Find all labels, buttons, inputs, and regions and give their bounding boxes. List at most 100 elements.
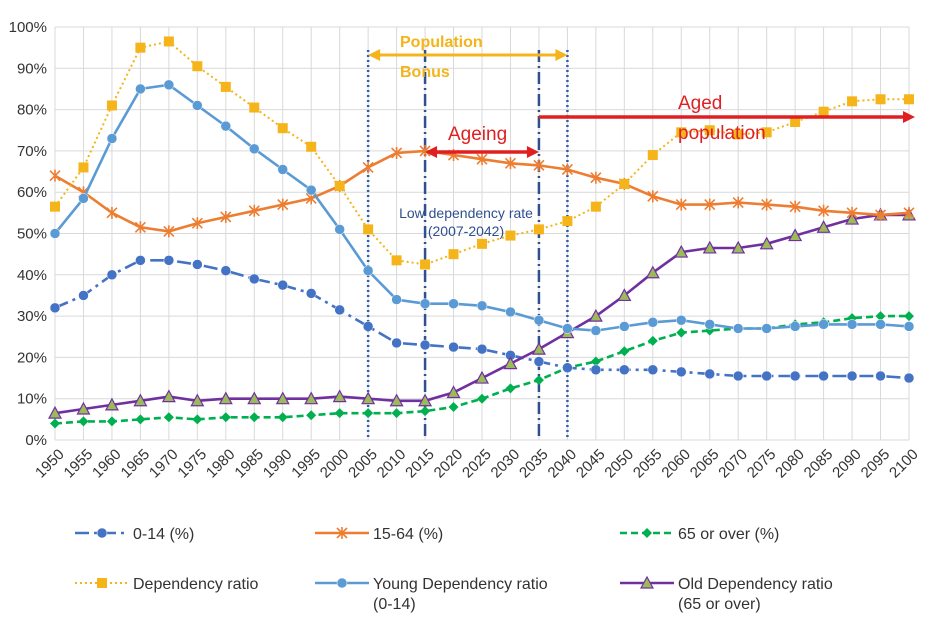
x-tick-label: 2035 bbox=[516, 446, 552, 482]
data-point bbox=[448, 249, 459, 260]
data-point bbox=[875, 319, 886, 330]
x-tick-label: 1990 bbox=[260, 446, 296, 482]
data-point bbox=[163, 225, 175, 238]
data-point bbox=[190, 393, 205, 407]
data-point bbox=[133, 393, 148, 407]
legend-label: Old Dependency ratio (65 or over) bbox=[678, 576, 833, 613]
data-point bbox=[163, 255, 175, 266]
data-point bbox=[391, 255, 402, 266]
data-point bbox=[362, 321, 374, 332]
population-bonus-arrow bbox=[368, 49, 568, 61]
data-point bbox=[562, 323, 573, 334]
data-point bbox=[761, 323, 772, 334]
data-point bbox=[47, 405, 63, 419]
x-tick-label: 1950 bbox=[32, 446, 68, 482]
data-point bbox=[391, 294, 402, 305]
data-point bbox=[163, 412, 174, 423]
data-point bbox=[476, 343, 488, 355]
x-tick-label: 2060 bbox=[658, 446, 694, 482]
data-point bbox=[619, 178, 630, 189]
data-point bbox=[676, 127, 687, 138]
data-point bbox=[732, 370, 744, 382]
data-point bbox=[49, 169, 61, 182]
x-tick-label: 2090 bbox=[829, 446, 865, 482]
data-point bbox=[191, 217, 203, 230]
data-point bbox=[106, 100, 117, 111]
legend-marker bbox=[642, 528, 652, 538]
x-tick-label: 2015 bbox=[402, 446, 438, 482]
data-point bbox=[732, 196, 744, 209]
aged-population-arrow bbox=[538, 111, 915, 123]
data-point bbox=[391, 337, 402, 349]
data-point bbox=[761, 198, 773, 211]
ageing-label: Ageing bbox=[448, 124, 507, 145]
data-point bbox=[391, 408, 402, 419]
data-point bbox=[135, 83, 146, 95]
y-tick-label: 60% bbox=[17, 184, 47, 201]
data-point bbox=[617, 288, 632, 302]
data-point bbox=[49, 228, 61, 239]
data-point bbox=[533, 375, 544, 386]
y-tick-label: 80% bbox=[17, 102, 47, 119]
data-point bbox=[590, 356, 601, 367]
data-point bbox=[49, 302, 61, 314]
data-point bbox=[561, 163, 573, 176]
data-point bbox=[846, 319, 858, 330]
data-point bbox=[476, 300, 488, 312]
x-tick-label: 2050 bbox=[601, 446, 637, 482]
x-tick-label: 2010 bbox=[374, 446, 410, 482]
x-tick-label: 1985 bbox=[231, 446, 267, 482]
x-tick-label: 2025 bbox=[459, 446, 495, 482]
x-tick-label: 1955 bbox=[61, 446, 97, 482]
data-point bbox=[50, 418, 60, 429]
data-point bbox=[590, 325, 602, 336]
aged-population-label: Aged population bbox=[678, 93, 766, 144]
population-bonus-label: Population Bonus bbox=[400, 34, 483, 81]
data-point bbox=[476, 153, 488, 166]
data-point bbox=[874, 208, 887, 221]
data-point bbox=[533, 356, 545, 367]
data-point bbox=[816, 220, 831, 233]
series-1 bbox=[49, 144, 915, 238]
data-point bbox=[248, 204, 260, 217]
data-point bbox=[790, 116, 801, 127]
x-tick-label: 2100 bbox=[886, 446, 922, 482]
data-point bbox=[218, 391, 233, 405]
legend-label: Young Dependency ratio (0-14) bbox=[373, 576, 548, 613]
data-point bbox=[704, 198, 716, 211]
data-point bbox=[674, 244, 689, 258]
data-point bbox=[334, 304, 345, 316]
vertical-markers bbox=[366, 50, 569, 440]
data-point bbox=[76, 401, 91, 415]
data-point bbox=[306, 410, 317, 421]
data-point bbox=[846, 206, 858, 219]
data-point bbox=[818, 106, 829, 117]
data-point bbox=[676, 366, 687, 378]
data-point bbox=[588, 308, 603, 322]
y-tick-label: 100% bbox=[9, 19, 47, 36]
data-point bbox=[249, 412, 260, 423]
data-point bbox=[647, 317, 659, 328]
data-point bbox=[562, 362, 573, 373]
data-point bbox=[420, 259, 431, 270]
data-point bbox=[192, 100, 203, 111]
data-point bbox=[161, 389, 176, 403]
data-point bbox=[904, 311, 914, 322]
legend-item: 0-14 (%) bbox=[75, 526, 194, 543]
data-point bbox=[135, 42, 146, 53]
legend-label: 65 or over (%) bbox=[678, 526, 779, 543]
data-point bbox=[106, 206, 118, 219]
data-point bbox=[505, 306, 516, 318]
data-point bbox=[704, 319, 715, 330]
legend-label: 0-14 (%) bbox=[133, 526, 194, 543]
data-point bbox=[477, 393, 487, 404]
data-point bbox=[818, 370, 829, 382]
legend-label: 15-64 (%) bbox=[373, 526, 443, 543]
data-point bbox=[305, 184, 317, 196]
data-point bbox=[220, 210, 232, 223]
data-point bbox=[504, 157, 517, 170]
data-point bbox=[846, 370, 858, 382]
data-point bbox=[732, 323, 744, 334]
data-point bbox=[220, 412, 231, 423]
data-point bbox=[903, 321, 915, 332]
